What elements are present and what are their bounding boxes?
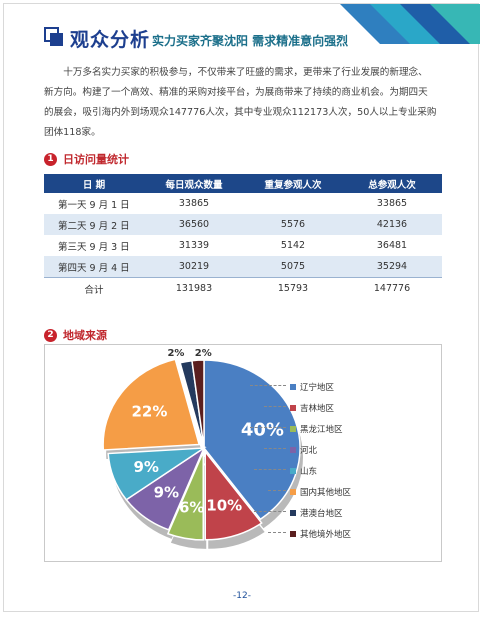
legend-label: 港澳台地区 <box>300 509 343 519</box>
table-total-row: 合计 131983 15793 147776 <box>44 277 442 299</box>
table-header-row: 日 期 每日观众数量 重复参观人次 总参观人次 <box>44 174 442 193</box>
daily-visits-table: 日 期 每日观众数量 重复参观人次 总参观人次 第一天 9 月 1 日 3386… <box>44 174 442 299</box>
table-cell <box>244 193 342 214</box>
table-cell: 15793 <box>244 277 342 299</box>
legend-leader-line <box>254 511 286 512</box>
intro-paragraph: 十万多名实力买家的积极参与，不仅带来了旺盛的需求，更带来了行业发展的新理念、 新… <box>44 63 442 143</box>
pie-slice <box>204 449 263 541</box>
legend-leader-line <box>250 385 286 386</box>
legend-leader-line <box>264 406 286 407</box>
section-heading-region: 2 地域来源 <box>44 327 107 343</box>
section-number-badge: 1 <box>44 152 57 166</box>
table-row: 第三天 9 月 3 日 31339 5142 36481 <box>44 235 442 256</box>
legend-item: 河北 <box>290 444 317 456</box>
table-cell: 第一天 9 月 1 日 <box>44 193 144 214</box>
legend-swatch <box>290 447 296 453</box>
table-cell: 42136 <box>342 214 442 235</box>
pie-slice-label: 40% <box>241 420 284 441</box>
legend-item: 黑龙江地区 <box>290 423 343 435</box>
title-square-icon <box>44 27 64 47</box>
pie-slice <box>191 359 205 449</box>
table-cell: 36481 <box>342 235 442 256</box>
page-subtitle: 实力买家齐聚沈阳 需求精准意向强烈 <box>152 34 349 48</box>
intro-line: 十万多名实力买家的积极参与，不仅带来了旺盛的需求，更带来了行业发展的新理念、 <box>63 67 428 78</box>
column-header-total: 总参观人次 <box>342 174 442 193</box>
pie-slice-label: 6% <box>179 498 204 516</box>
legend-item: 辽宁地区 <box>290 381 334 393</box>
legend-swatch <box>290 384 296 390</box>
legend-label: 河北 <box>300 446 318 456</box>
table-cell: 36560 <box>144 214 244 235</box>
intro-line: 新方向。构建了一个高效、精准的采购对接平台，为展商带来了持续的商业机会。为期四天 <box>44 87 428 98</box>
table-cell: 33865 <box>144 193 244 214</box>
table-row: 第一天 9 月 1 日 33865 33865 <box>44 193 442 214</box>
legend-swatch <box>290 531 296 537</box>
table-cell: 第三天 9 月 3 日 <box>44 235 144 256</box>
legend-swatch <box>290 405 296 411</box>
table-cell: 第四天 9 月 4 日 <box>44 256 144 278</box>
legend-item: 吉林地区 <box>290 402 334 414</box>
legend-item: 港澳台地区 <box>290 507 343 519</box>
section-heading-daily: 1 日访问量统计 <box>44 151 129 167</box>
pie-slice <box>166 451 204 541</box>
table-cell: 33865 <box>342 193 442 214</box>
pie-slice-label: 22% <box>131 402 167 420</box>
table-cell: 131983 <box>144 277 244 299</box>
legend-swatch <box>290 426 296 432</box>
column-header-daily: 每日观众数量 <box>144 174 244 193</box>
column-header-repeat: 重复参观人次 <box>244 174 342 193</box>
table-cell: 5142 <box>244 235 342 256</box>
legend-swatch <box>290 468 296 474</box>
legend-leader-line <box>250 427 286 428</box>
table-row: 第二天 9 月 2 日 36560 5576 42136 <box>44 214 442 235</box>
legend-item: 山东 <box>290 465 317 477</box>
legend-label: 山东 <box>300 467 318 477</box>
pie-slice-label: 2% <box>195 348 212 359</box>
pie-slice <box>102 358 201 451</box>
intro-line: 团体118家。 <box>44 127 101 138</box>
page-title: 观众分析 <box>70 29 151 51</box>
legend-label: 其他境外地区 <box>300 530 352 540</box>
table-cell: 147776 <box>342 277 442 299</box>
region-pie-chart: 40%10%6%9%9%22%2% 2% <box>102 348 303 549</box>
legend-leader-line <box>254 469 286 470</box>
legend-item: 其他境外地区 <box>290 528 351 540</box>
legend-label: 辽宁地区 <box>300 383 335 393</box>
table-cell: 30219 <box>144 256 244 278</box>
legend-leader-line <box>268 532 286 533</box>
pie-slice-label: 10% <box>206 496 242 514</box>
table-cell: 5576 <box>244 214 342 235</box>
pie-slice <box>107 447 207 501</box>
legend-swatch <box>290 489 296 495</box>
legend-swatch <box>290 510 296 516</box>
table-cell: 31339 <box>144 235 244 256</box>
table-cell: 35294 <box>342 256 442 278</box>
pie-slice-label: 2% <box>167 348 184 359</box>
column-header-date: 日 期 <box>44 174 144 193</box>
page-number: -12- <box>233 591 251 601</box>
pie-slice <box>203 359 301 521</box>
legend-item: 国内其他地区 <box>290 486 351 498</box>
intro-line: 的展会，吸引海内外到场观众147776人次，其中专业观众112173人次，50人… <box>44 107 437 118</box>
pie-slice-label: 9% <box>154 484 179 502</box>
pie-slice-label: 9% <box>133 458 158 476</box>
legend-leader-line <box>264 448 286 449</box>
table-cell: 合计 <box>44 277 144 299</box>
page-frame <box>3 3 479 612</box>
section-title: 地域来源 <box>63 329 107 342</box>
table-row: 第四天 9 月 4 日 30219 5075 35294 <box>44 256 442 278</box>
legend-label: 国内其他地区 <box>300 488 352 498</box>
table-cell: 5075 <box>244 256 342 278</box>
section-number-badge: 2 <box>44 328 57 342</box>
legend-leader-line <box>268 490 286 491</box>
legend-label: 吉林地区 <box>300 404 335 414</box>
section-title: 日访问量统计 <box>63 153 129 166</box>
corner-decoration <box>310 4 480 44</box>
legend-label: 黑龙江地区 <box>300 425 343 435</box>
table-cell: 第二天 9 月 2 日 <box>44 214 144 235</box>
